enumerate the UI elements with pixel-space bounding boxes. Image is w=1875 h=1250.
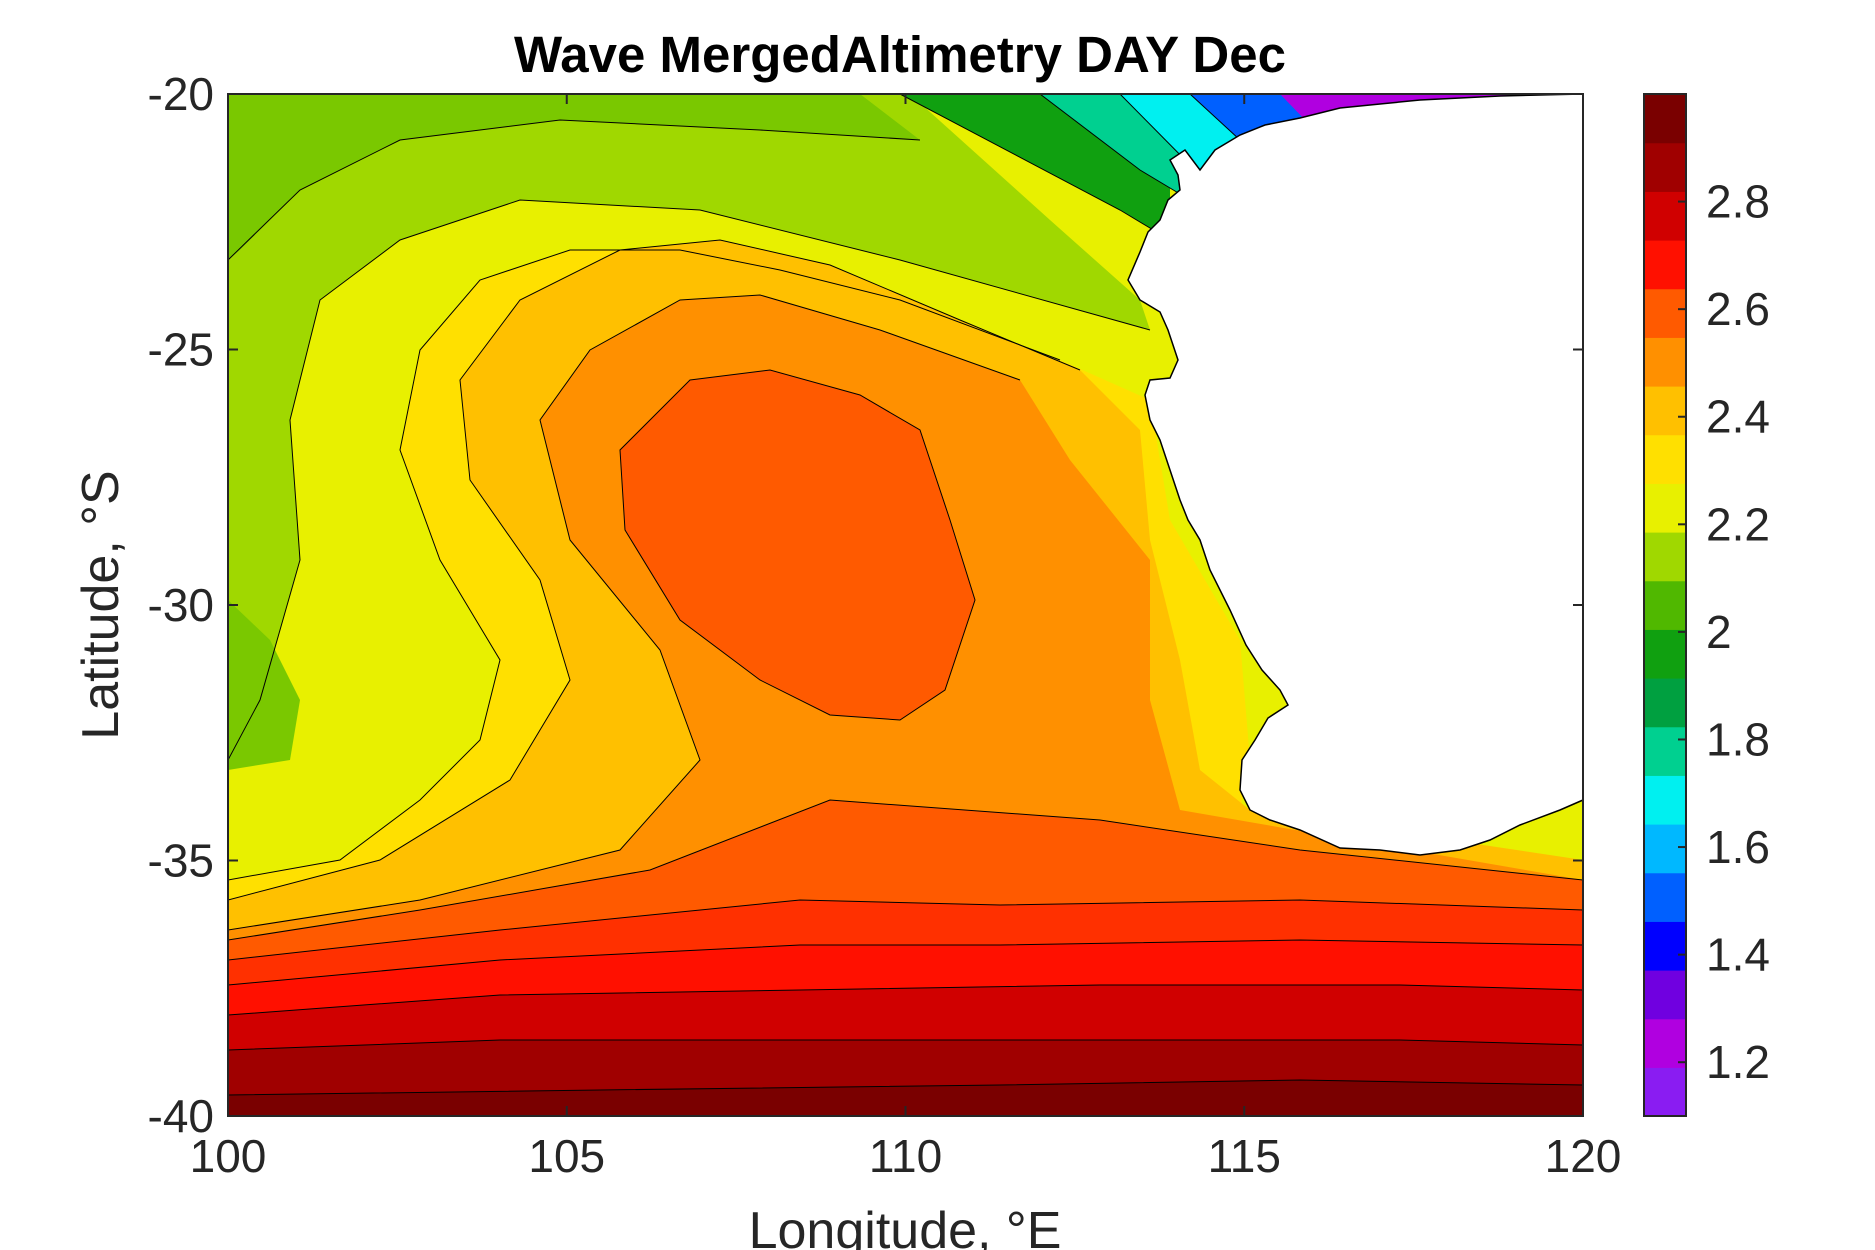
colorbar-segment xyxy=(1644,94,1686,144)
colorbar-tick-label: 2.8 xyxy=(1706,176,1770,228)
colorbar-tick-label: 2 xyxy=(1706,606,1732,658)
colorbar-tick-label: 1.4 xyxy=(1706,929,1770,981)
x-tick-label: 110 xyxy=(869,1130,942,1182)
colorbar-segment xyxy=(1644,191,1686,241)
contour-lines xyxy=(228,94,1583,1096)
colorbar-segment xyxy=(1644,629,1686,679)
colorbar-segment xyxy=(1644,240,1686,290)
y-tick-label: -25 xyxy=(148,324,214,376)
x-tick-label: 115 xyxy=(1208,1130,1281,1182)
colorbar-segment xyxy=(1644,142,1686,192)
x-tick-label: 100 xyxy=(190,1130,267,1182)
colorbar-segment xyxy=(1644,678,1686,728)
colorbar-tick-label: 1.2 xyxy=(1706,1036,1770,1088)
colorbar-frame xyxy=(1643,93,1687,1117)
land-western-australia xyxy=(1127,94,1583,856)
colorbar-tick-label: 2.2 xyxy=(1706,498,1770,550)
colorbar-segment xyxy=(1644,726,1686,776)
colorbar-segment xyxy=(1644,580,1686,630)
colorbar-tick-label: 2.6 xyxy=(1706,283,1770,335)
colorbar-segment xyxy=(1644,921,1686,971)
colorbar-segment xyxy=(1644,532,1686,582)
colorbar-segment xyxy=(1644,288,1686,338)
colorbar-segment xyxy=(1644,337,1686,387)
colorbar-segment xyxy=(1644,970,1686,1020)
colorbar-segment xyxy=(1644,1067,1686,1117)
y-tick-label: -20 xyxy=(148,68,214,120)
colorbar-segment xyxy=(1644,824,1686,874)
colorbar-tick-label: 1.8 xyxy=(1706,713,1770,765)
x-tick-label: 105 xyxy=(528,1130,605,1182)
y-axis: -20 -25 -30 -35 -40 xyxy=(148,68,1583,1142)
band-max xyxy=(620,370,975,720)
colorbar xyxy=(1644,94,1686,1117)
colorbar-segment xyxy=(1644,775,1686,825)
colorbar-tick-label: 2.4 xyxy=(1706,391,1770,443)
x-axis-label: Longitude, °E xyxy=(749,1202,1062,1250)
band-west-green xyxy=(228,94,1150,760)
colorbar-segment xyxy=(1644,872,1686,922)
colorbar-axis: 1.2 1.4 1.6 1.8 2 2.2 2.4 2.6 2.8 xyxy=(1678,176,1770,1088)
y-tick-label: -35 xyxy=(148,835,214,887)
colorbar-segment xyxy=(1644,434,1686,484)
colorbar-segment xyxy=(1644,1018,1686,1068)
band-west-green-dark xyxy=(228,94,920,260)
y-axis-label: Latitude, °S xyxy=(72,470,130,739)
contour-map xyxy=(228,94,1583,1116)
chart-title: Wave MergedAltimetry DAY Dec xyxy=(514,26,1286,83)
x-axis: 100 105 110 115 120 xyxy=(190,94,1622,1182)
x-tick-label: 120 xyxy=(1545,1130,1622,1182)
y-tick-label: -40 xyxy=(148,1090,214,1142)
colorbar-segment xyxy=(1644,386,1686,436)
y-tick-label: -30 xyxy=(148,579,214,631)
colorbar-tick-label: 1.6 xyxy=(1706,821,1770,873)
